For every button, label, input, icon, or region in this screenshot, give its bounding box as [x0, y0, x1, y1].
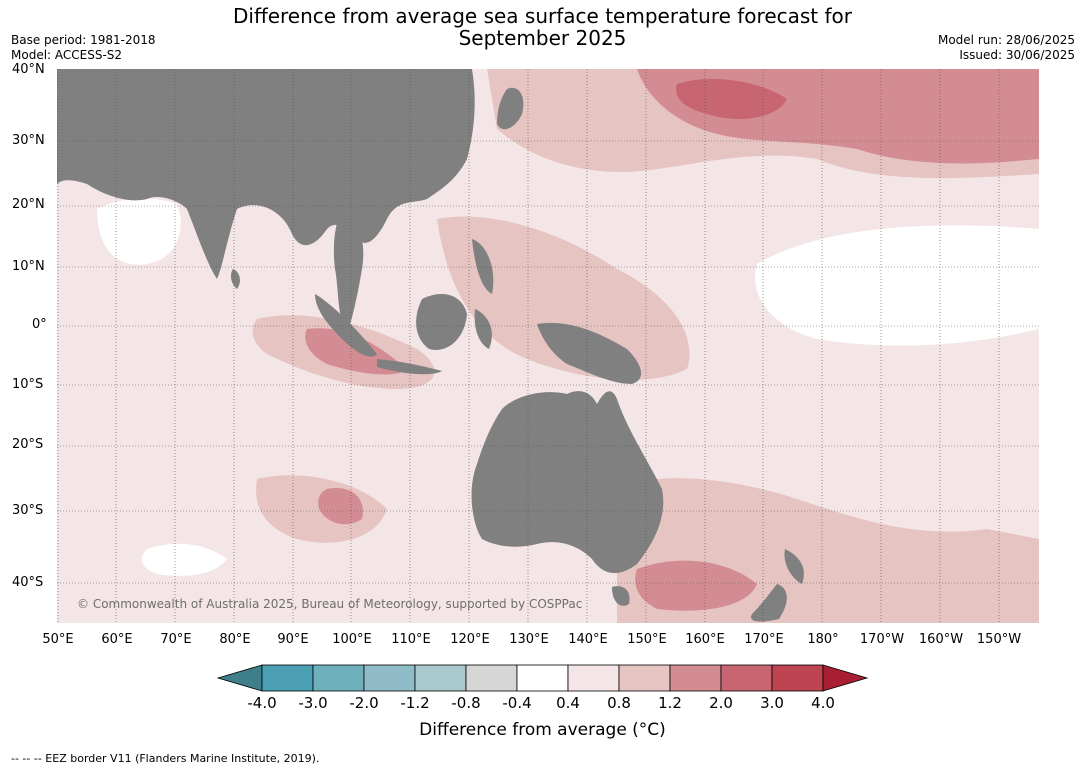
base-info: Base period: 1981-2018 Model: ACCESS-S2	[11, 33, 156, 63]
land-philippines	[472, 239, 494, 294]
colorbar-tick-label: 0.8	[607, 694, 631, 712]
colorbar-segment-5	[465, 664, 518, 692]
lon-label-140e: 140°E	[568, 632, 608, 647]
land-japan	[497, 87, 524, 130]
colorbar-segment-9	[669, 664, 722, 692]
lon-label-60e: 60°E	[101, 632, 133, 647]
graticule	[57, 69, 1039, 623]
lon-label-170w: 170°W	[859, 632, 905, 647]
anomaly-zone-ne-pacific-peak	[676, 79, 787, 119]
model-run-label: Model run: 28/06/2025	[937, 33, 1075, 47]
base-period-label: Base period: 1981-2018	[11, 33, 156, 47]
anomaly-zone-west-pacific	[437, 216, 690, 380]
run-info: Model run: 28/06/2025 Issued: 30/06/2025	[938, 33, 1075, 63]
lon-label-150w: 150°W	[976, 632, 1022, 647]
colorbar-tick-label: -2.0	[349, 694, 379, 712]
colorbar-segment-1	[261, 664, 314, 692]
land-tasmania	[612, 586, 630, 606]
anomaly-zone-south-indian-strong	[318, 488, 363, 525]
land-java	[377, 359, 442, 375]
land-borneo	[416, 294, 467, 350]
lon-label-150e: 150°E	[627, 632, 667, 647]
lat-label-40s: 40°S	[12, 575, 44, 590]
lon-label-50e: 50°E	[42, 632, 74, 647]
colorbar-title: Difference from average (°C)	[419, 720, 666, 740]
lat-label-20n: 20°N	[12, 197, 45, 212]
lon-label-120e: 120°E	[450, 632, 490, 647]
land-sumatra	[315, 294, 377, 357]
colorbar	[216, 664, 869, 692]
colorbar-segment-8	[618, 664, 671, 692]
colorbar-tick-label: 3.0	[760, 694, 784, 712]
colorbar-tick-label: 2.0	[709, 694, 733, 712]
colorbar-segment-2	[312, 664, 365, 692]
title-line-2: September 2025	[458, 26, 627, 50]
copyright-notice: © Commonwealth of Australia 2025, Bureau…	[77, 597, 583, 611]
lat-label-10s: 10°S	[12, 377, 44, 392]
land-sri-lanka	[230, 269, 240, 289]
land-asia	[57, 69, 475, 279]
colorbar-tick-label: 1.2	[658, 694, 682, 712]
sst-anomaly-map	[57, 69, 1039, 623]
title-line-1: Difference from average sea surface temp…	[232, 4, 852, 28]
issued-label: Issued: 30/06/2025	[959, 48, 1075, 62]
colorbar-tick-label: -1.2	[400, 694, 430, 712]
eez-legend-note: -- -- -- EEZ border V11 (Flanders Marine…	[11, 752, 320, 765]
land-new-guinea	[537, 322, 642, 384]
colorbar-segment-11	[771, 664, 824, 692]
colorbar-segment-10	[720, 664, 773, 692]
colorbar-tick-label: -0.4	[502, 694, 532, 712]
colorbar-tick-label: -0.8	[451, 694, 481, 712]
lat-label-40n: 40°N	[12, 62, 45, 77]
lon-label-100e: 100°E	[332, 632, 372, 647]
colorbar-segment-7	[567, 664, 620, 692]
lon-label-80e: 80°E	[219, 632, 251, 647]
lon-label-110e: 110°E	[391, 632, 431, 647]
land-new-zealand-south	[751, 584, 787, 622]
lon-label-160w: 160°W	[918, 632, 964, 647]
lon-label-70e: 70°E	[160, 632, 192, 647]
colorbar-tick-label: 0.4	[556, 694, 580, 712]
anomaly-zone-tasman-strong	[635, 560, 757, 611]
lon-label-170e: 170°E	[744, 632, 784, 647]
colorbar-segment-4	[414, 664, 467, 692]
lat-label-30n: 30°N	[12, 133, 45, 148]
colorbar-segment-below-min	[216, 664, 263, 692]
lat-label-equator: 0°	[32, 317, 47, 332]
land-sulawesi	[474, 309, 492, 349]
map-canvas	[57, 69, 1039, 623]
colorbar-tick-label: -4.0	[247, 694, 277, 712]
lon-label-160e: 160°E	[685, 632, 725, 647]
land-new-zealand-north	[784, 549, 804, 584]
colorbar-segment-3	[363, 664, 416, 692]
near-average-zone-south-indian	[141, 543, 227, 576]
chart-title: Difference from average sea surface temp…	[0, 5, 1085, 49]
colorbar-segment-above-max	[822, 664, 869, 692]
model-label: Model: ACCESS-S2	[11, 48, 123, 62]
colorbar-tick-label: 4.0	[811, 694, 835, 712]
lon-label-180: 180°	[807, 632, 839, 647]
colorbar-segment-6	[516, 664, 569, 692]
lat-label-30s: 30°S	[12, 503, 44, 518]
land-australia	[471, 391, 664, 574]
lat-label-10n: 10°N	[12, 259, 45, 274]
colorbar-tick-label: -3.0	[298, 694, 328, 712]
near-average-zone-central-pacific	[755, 225, 1039, 346]
lon-label-130e: 130°E	[509, 632, 549, 647]
near-average-zone-arabian-sea	[97, 198, 181, 265]
land-indochina	[333, 209, 364, 334]
lat-label-20s: 20°S	[12, 437, 44, 452]
lon-label-90e: 90°E	[277, 632, 309, 647]
